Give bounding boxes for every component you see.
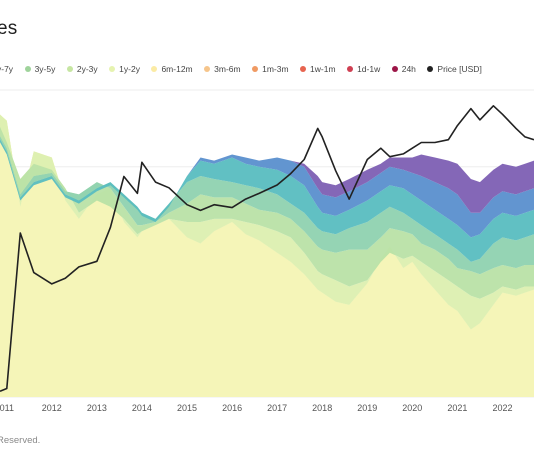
legend-item-9[interactable]: 24h (391, 64, 416, 74)
chart-legend: y-7y 3y-5y 2y-3y 1y-2y 6m-12m 3m-6m 1m-3m 1w-1m… (0, 62, 493, 76)
legend-label: Price [USD] (437, 64, 482, 74)
x-tick-label: 011 (0, 403, 14, 413)
legend-label: 24h (401, 64, 416, 74)
x-tick-label: 2017 (267, 403, 287, 413)
legend-label: 1m-3m (262, 64, 289, 74)
legend-item-5[interactable]: 3m-6m (204, 64, 241, 74)
legend-swatch (204, 66, 211, 72)
legend-label: 1y-2y (119, 64, 140, 74)
x-tick-label: 2022 (492, 403, 512, 413)
legend-label: 1w-1m (310, 64, 336, 74)
x-tick-label: 2021 (447, 403, 467, 413)
legend-item-1[interactable]: 3y-5y (24, 64, 56, 74)
area-band-7y-10y (0, 142, 534, 238)
legend-item-4[interactable]: 6m-12m (151, 64, 193, 74)
area-band-10y- (0, 142, 534, 222)
x-tick-label: 2014 (132, 403, 152, 413)
area-band-5y-7y (0, 139, 534, 262)
area-band-3y-5y (0, 126, 534, 299)
price-line (0, 105, 534, 393)
legend-label: 1d-1w (357, 64, 381, 74)
x-tick-label: 2019 (357, 403, 377, 413)
legend-swatch (300, 66, 307, 72)
legend-item-8[interactable]: 1d-1w (347, 64, 380, 74)
x-tick-label: 2018 (312, 403, 332, 413)
x-tick-label: 2013 (87, 403, 107, 413)
area-band-y-7y (0, 136, 534, 275)
legend-swatch (427, 66, 434, 72)
x-tick-label: 2016 (222, 403, 242, 413)
legend-swatch (66, 66, 73, 72)
legend-item-3[interactable]: 1y-2y (109, 64, 140, 74)
legend-swatch (347, 66, 354, 72)
legend-label: 6m-12m (161, 64, 193, 74)
legend-item-10[interactable]: Price [USD] (427, 64, 482, 74)
legend-label: 3y-5y (34, 64, 56, 74)
legend-item-6[interactable]: 1m-3m (252, 64, 289, 74)
legend-item-0[interactable]: y-7y (0, 64, 13, 74)
legend-swatch (24, 66, 31, 72)
legend-item-2[interactable]: 2y-3y (66, 64, 98, 74)
legend-swatch (109, 66, 116, 72)
area-band-2y-3y (0, 114, 534, 330)
chart-title: es (0, 18, 18, 39)
x-tick-label: 2020 (402, 403, 422, 413)
legend-item-7[interactable]: 1w-1m (300, 64, 336, 74)
legend-label: 2y-3y (76, 64, 98, 74)
x-tick-label: 2015 (177, 403, 197, 413)
legend-label: 3m-6m (214, 64, 241, 74)
footer-copyright: Reserved. (0, 435, 41, 446)
area-band-1y-2y (0, 114, 534, 397)
legend-swatch (151, 66, 158, 72)
legend-swatch (252, 66, 259, 72)
legend-swatch (391, 66, 398, 72)
x-tick-label: 2012 (42, 403, 62, 413)
legend-label: y-7y (0, 64, 14, 74)
